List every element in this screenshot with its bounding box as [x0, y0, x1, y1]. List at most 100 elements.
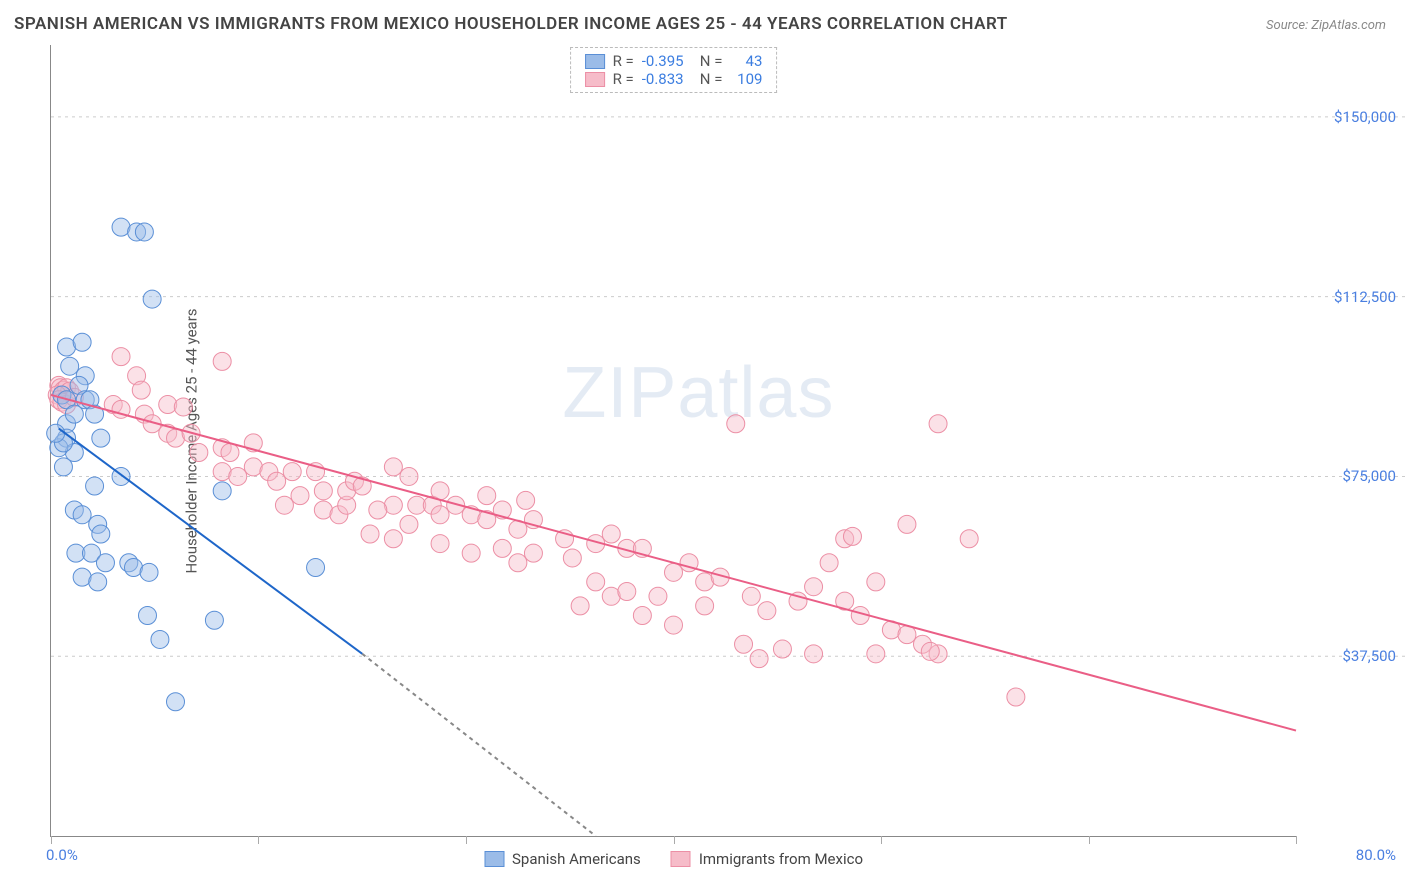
data-point [462, 544, 480, 562]
data-point [384, 530, 402, 548]
data-point [602, 525, 620, 543]
data-point [696, 597, 714, 615]
data-point [727, 415, 745, 433]
data-point [268, 472, 286, 490]
data-point [478, 487, 496, 505]
data-point [92, 525, 110, 543]
data-point [174, 398, 192, 416]
r-label: R = [613, 70, 634, 88]
x-axis-max-label: 80.0% [1356, 846, 1396, 864]
x-tick [258, 836, 259, 844]
data-point [618, 583, 636, 601]
data-point [167, 693, 185, 711]
data-point [493, 539, 511, 557]
blue-n-value: 43 [730, 52, 762, 70]
data-point [921, 642, 939, 660]
data-point [132, 381, 150, 399]
plot-area: Householder Income Ages 25 - 44 years ZI… [50, 45, 1296, 837]
data-point [805, 578, 823, 596]
swatch-blue-icon [484, 851, 504, 867]
trend-line [362, 654, 595, 836]
data-point [89, 573, 107, 591]
legend: Spanish Americans Immigrants from Mexico [484, 850, 863, 868]
data-point [758, 602, 776, 620]
y-tick-label: $150,000 [1334, 108, 1396, 126]
data-point [735, 635, 753, 653]
data-point [633, 606, 651, 624]
chart-container: SPANISH AMERICAN VS IMMIGRANTS FROM MEXI… [0, 0, 1406, 892]
data-point [843, 527, 861, 545]
n-label: N = [700, 52, 723, 70]
data-point [517, 491, 535, 509]
data-point [47, 424, 65, 442]
data-point [112, 348, 130, 366]
data-point [73, 333, 91, 351]
data-point [61, 357, 79, 375]
data-point [509, 554, 527, 572]
x-tick [674, 836, 675, 844]
data-point [571, 597, 589, 615]
data-point [524, 544, 542, 562]
swatch-pink-icon [585, 72, 605, 87]
data-point [92, 429, 110, 447]
data-point [649, 587, 667, 605]
data-point [213, 352, 231, 370]
data-point [431, 535, 449, 553]
data-point [587, 573, 605, 591]
data-point [307, 559, 325, 577]
trend-line [51, 395, 1296, 731]
data-point [665, 563, 683, 581]
data-point [73, 506, 91, 524]
data-point [96, 554, 114, 572]
data-point [820, 554, 838, 572]
data-point [867, 645, 885, 663]
n-label: N = [700, 70, 723, 88]
data-point [54, 458, 72, 476]
stats-row-blue: R = -0.395 N = 43 [585, 52, 763, 70]
legend-item-pink: Immigrants from Mexico [671, 850, 863, 868]
data-point [400, 515, 418, 533]
stats-row-pink: R = -0.833 N = 109 [585, 70, 763, 88]
data-point [431, 506, 449, 524]
data-point [213, 482, 231, 500]
data-point [190, 443, 208, 461]
swatch-pink-icon [671, 851, 691, 867]
data-point [750, 650, 768, 668]
data-point [773, 640, 791, 658]
swatch-blue-icon [585, 54, 605, 69]
x-tick [881, 836, 882, 844]
data-point [867, 573, 885, 591]
legend-item-blue: Spanish Americans [484, 850, 641, 868]
pink-n-value: 109 [730, 70, 762, 88]
data-point [86, 477, 104, 495]
data-point [205, 611, 223, 629]
data-point [929, 415, 947, 433]
source-attribution: Source: ZipAtlas.com [1266, 18, 1386, 33]
data-point [138, 606, 156, 624]
x-axis-min-label: 0.0% [46, 846, 78, 864]
blue-r-value: -0.395 [642, 52, 692, 70]
data-point [283, 463, 301, 481]
data-point [229, 467, 247, 485]
scatter-plot-svg [51, 45, 1296, 836]
data-point [742, 587, 760, 605]
stats-box: R = -0.395 N = 43 R = -0.833 N = 109 [570, 47, 778, 93]
data-point [361, 525, 379, 543]
data-point [314, 482, 332, 500]
data-point [563, 549, 581, 567]
data-point [805, 645, 823, 663]
r-label: R = [613, 52, 634, 70]
data-point [143, 290, 161, 308]
x-tick [51, 836, 52, 844]
data-point [151, 630, 169, 648]
data-point [159, 396, 177, 414]
y-tick-label: $112,500 [1334, 288, 1396, 306]
data-point [291, 487, 309, 505]
legend-pink-label: Immigrants from Mexico [699, 850, 863, 868]
x-tick [1296, 836, 1297, 844]
data-point [1007, 688, 1025, 706]
data-point [960, 530, 978, 548]
data-point [135, 223, 153, 241]
pink-r-value: -0.833 [642, 70, 692, 88]
data-point [898, 515, 916, 533]
